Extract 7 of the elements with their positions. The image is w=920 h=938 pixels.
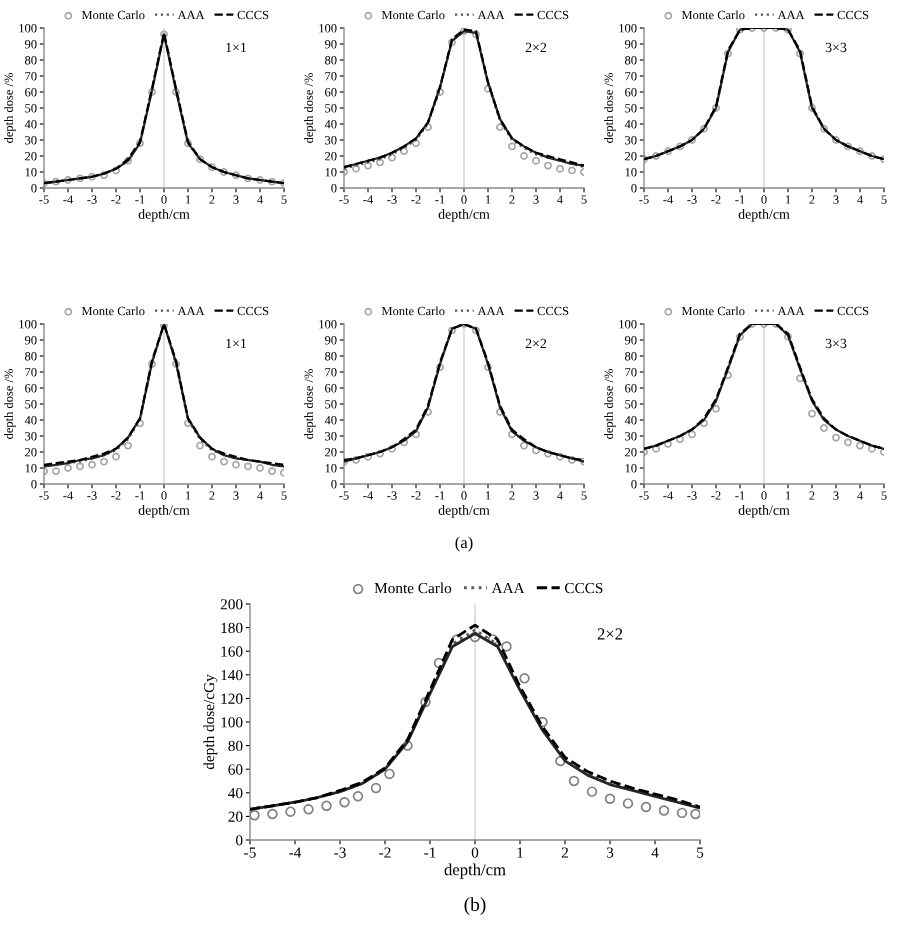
line-series [44,31,284,185]
annotation: 2×2 [597,628,623,640]
line-series [644,28,884,161]
line-series [644,324,884,450]
text: (b) [464,897,486,915]
text: (a) [455,536,473,552]
x-axis-title: depth/cm [444,863,506,879]
